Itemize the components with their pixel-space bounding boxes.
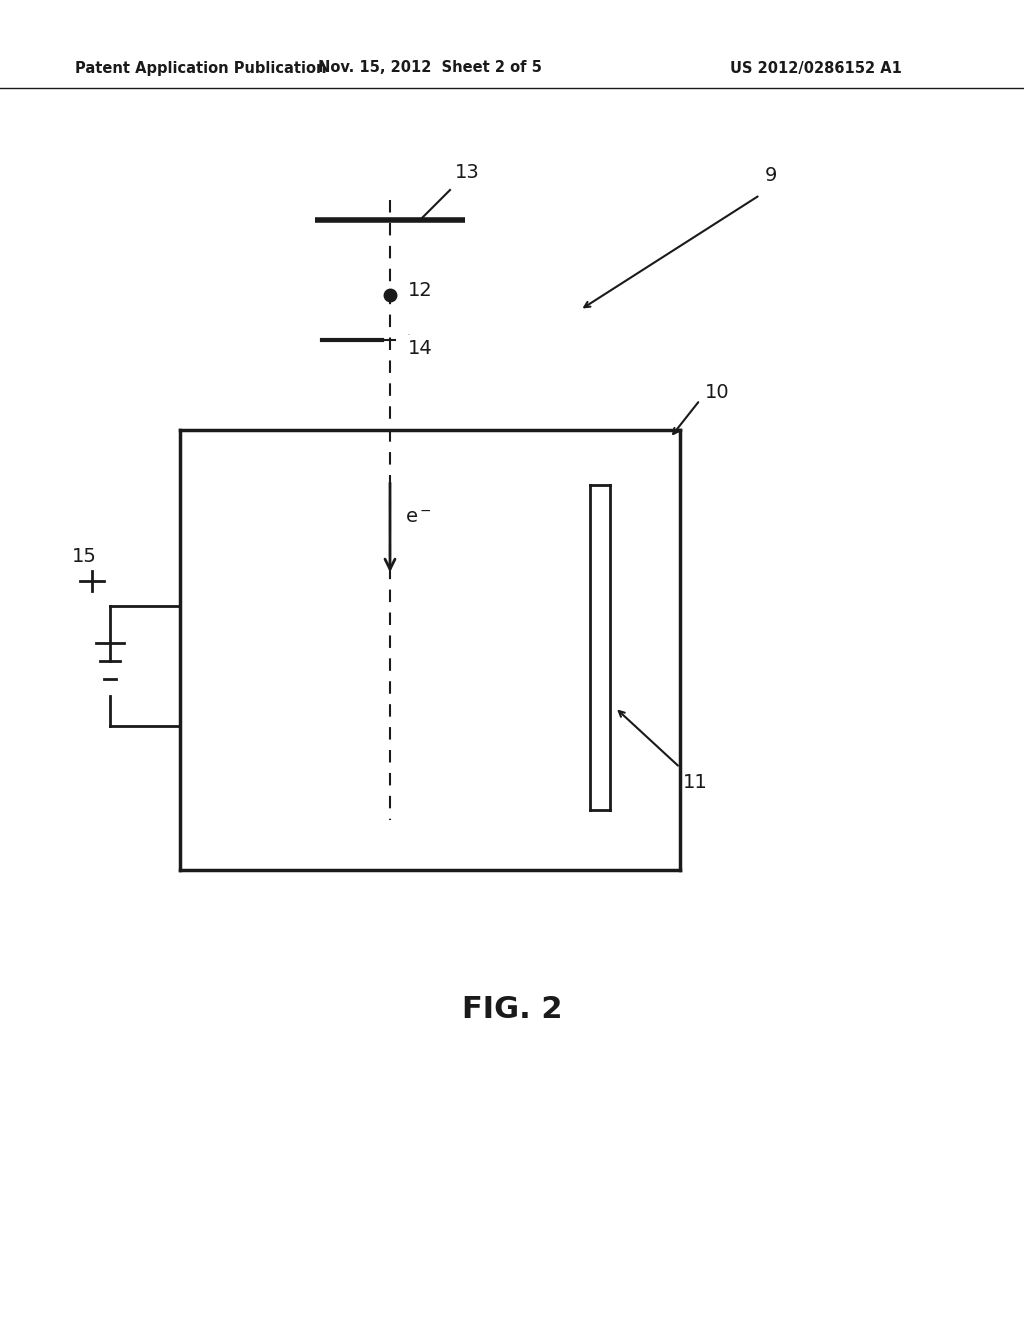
Text: US 2012/0286152 A1: US 2012/0286152 A1 (730, 61, 902, 75)
Text: 12: 12 (408, 281, 433, 300)
Text: Patent Application Publication: Patent Application Publication (75, 61, 327, 75)
Text: 15: 15 (72, 546, 97, 565)
Text: 9: 9 (765, 166, 777, 185)
Text: 10: 10 (705, 384, 730, 403)
Text: FIG. 2: FIG. 2 (462, 995, 562, 1024)
Text: 14: 14 (408, 338, 433, 358)
Text: e$^-$: e$^-$ (406, 508, 432, 527)
Text: 11: 11 (683, 772, 708, 792)
Text: 13: 13 (455, 162, 480, 182)
Text: Nov. 15, 2012  Sheet 2 of 5: Nov. 15, 2012 Sheet 2 of 5 (318, 61, 542, 75)
